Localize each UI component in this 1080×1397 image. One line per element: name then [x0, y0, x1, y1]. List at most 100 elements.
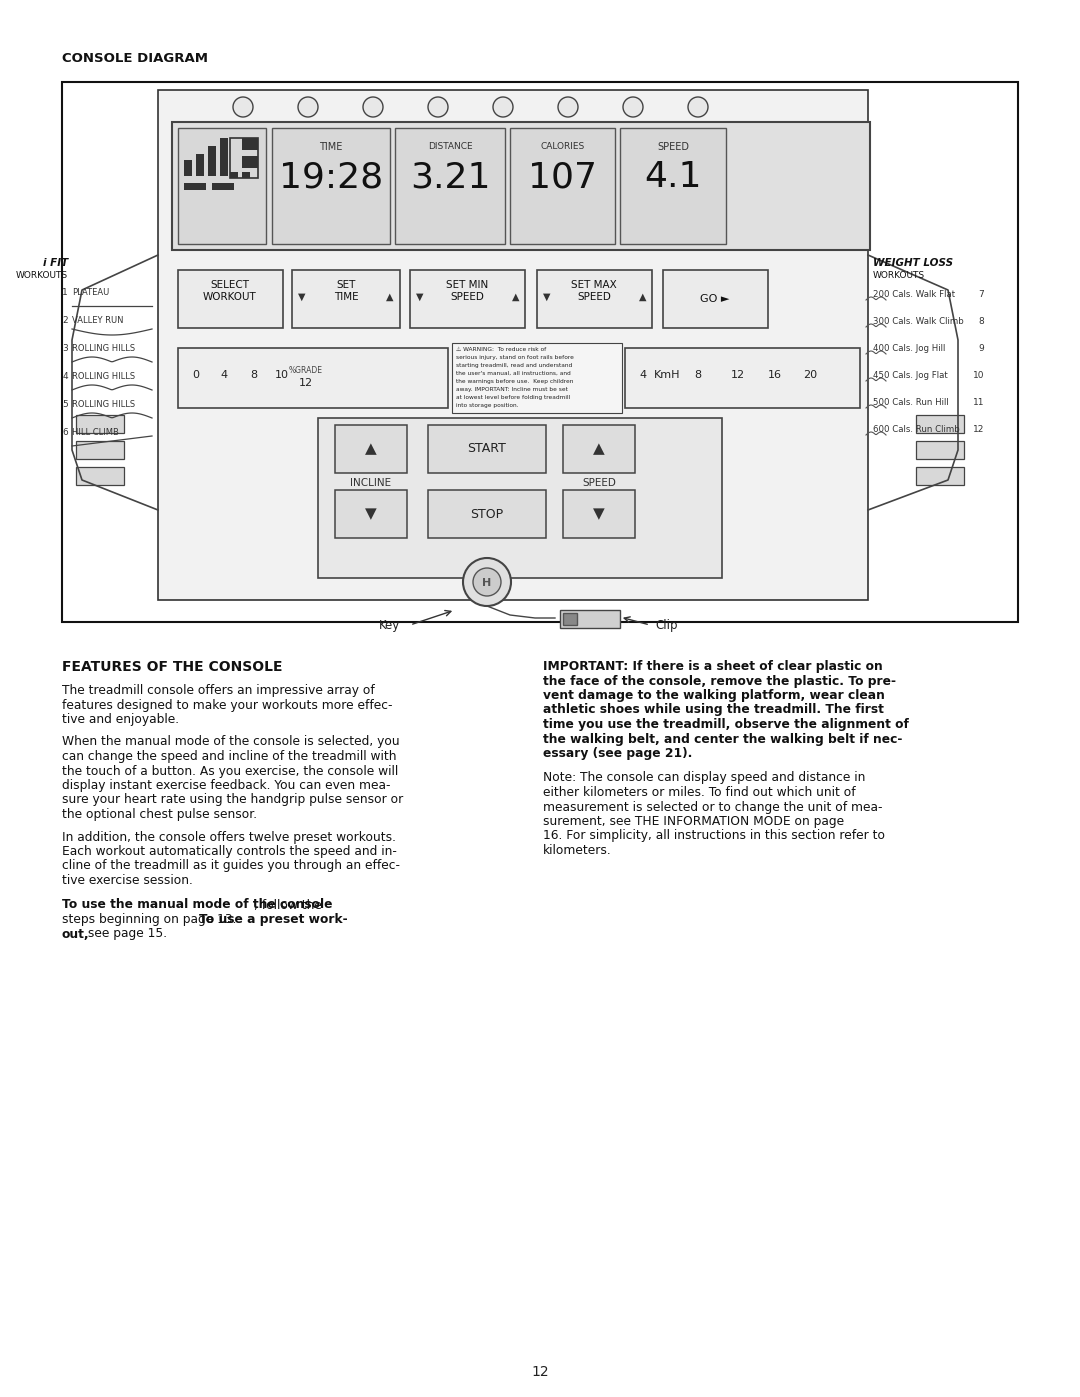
Bar — [537, 270, 652, 328]
Bar — [561, 610, 620, 629]
Text: athletic shoes while using the treadmill. The first: athletic shoes while using the treadmill… — [543, 704, 883, 717]
Text: 7: 7 — [978, 291, 984, 299]
Circle shape — [463, 557, 511, 606]
Text: the user's manual, all instructions, and: the user's manual, all instructions, and — [456, 372, 570, 376]
Bar — [916, 467, 964, 485]
Text: 1: 1 — [63, 288, 68, 298]
Bar — [230, 138, 258, 177]
Circle shape — [492, 96, 513, 117]
Bar — [172, 122, 870, 250]
Text: INCLINE: INCLINE — [350, 478, 392, 488]
Bar — [195, 154, 204, 176]
Text: can change the speed and incline of the treadmill with: can change the speed and incline of the … — [62, 750, 396, 763]
Bar — [916, 415, 964, 433]
Text: ▼: ▼ — [416, 292, 423, 302]
Bar — [178, 348, 448, 408]
Bar — [184, 161, 192, 176]
Text: serious injury, stand on foot rails before: serious injury, stand on foot rails befo… — [456, 355, 573, 360]
Text: display instant exercise feedback. You can even mea-: display instant exercise feedback. You c… — [62, 780, 391, 792]
Text: %GRADE: %GRADE — [289, 366, 323, 374]
Bar — [563, 425, 635, 474]
Bar — [62, 82, 1018, 622]
Text: SET MIN
SPEED: SET MIN SPEED — [446, 279, 488, 302]
Text: 3.21: 3.21 — [409, 161, 490, 194]
Text: 400 Cals. Jog Hill: 400 Cals. Jog Hill — [873, 344, 945, 353]
Circle shape — [473, 569, 501, 597]
Circle shape — [558, 96, 578, 117]
Text: ▼: ▼ — [365, 507, 377, 521]
Circle shape — [363, 96, 383, 117]
Text: 12: 12 — [531, 1365, 549, 1379]
Text: at lowest level before folding treadmill: at lowest level before folding treadmill — [456, 395, 570, 400]
Text: 2: 2 — [63, 316, 68, 326]
Bar — [178, 129, 266, 244]
Text: KmH: KmH — [653, 370, 680, 380]
Text: 3: 3 — [63, 344, 68, 353]
Bar — [76, 467, 124, 485]
Text: 107: 107 — [528, 161, 597, 194]
Bar — [158, 89, 868, 599]
Bar — [242, 156, 258, 168]
Text: PLATEAU: PLATEAU — [72, 288, 109, 298]
Text: 16: 16 — [768, 370, 782, 380]
Text: 9: 9 — [978, 344, 984, 353]
Text: kilometers.: kilometers. — [543, 844, 611, 856]
Circle shape — [688, 96, 708, 117]
Text: H: H — [483, 578, 491, 588]
Circle shape — [428, 96, 448, 117]
Bar — [220, 138, 228, 176]
Text: 600 Cals. Run Climb: 600 Cals. Run Climb — [873, 425, 960, 434]
Text: 20: 20 — [802, 370, 818, 380]
Circle shape — [298, 96, 318, 117]
Text: 8: 8 — [978, 317, 984, 326]
Text: VALLEY RUN: VALLEY RUN — [72, 316, 123, 326]
Text: vent damage to the walking platform, wear clean: vent damage to the walking platform, wea… — [543, 689, 885, 703]
Text: 5: 5 — [63, 400, 68, 409]
Text: 4: 4 — [639, 370, 647, 380]
Text: i FIT: i FIT — [43, 258, 68, 268]
Text: SELECT
WORKOUT: SELECT WORKOUT — [203, 279, 257, 302]
Text: TIME: TIME — [320, 142, 342, 152]
Text: Clip: Clip — [654, 619, 677, 631]
Text: DISTANCE: DISTANCE — [428, 142, 472, 151]
Text: 11: 11 — [972, 398, 984, 407]
Bar — [178, 270, 283, 328]
Text: START: START — [468, 443, 507, 455]
Text: 4.1: 4.1 — [645, 161, 702, 194]
Text: sure your heart rate using the handgrip pulse sensor or: sure your heart rate using the handgrip … — [62, 793, 403, 806]
Text: To use the manual mode of the console: To use the manual mode of the console — [62, 898, 333, 911]
Text: ▲: ▲ — [512, 292, 519, 302]
Bar — [242, 138, 258, 149]
Text: 4: 4 — [63, 372, 68, 381]
Text: 10: 10 — [972, 372, 984, 380]
Text: measurement is selected or to change the unit of mea-: measurement is selected or to change the… — [543, 800, 882, 813]
Bar — [184, 183, 206, 190]
Text: away. IMPORTANT: Incline must be set: away. IMPORTANT: Incline must be set — [456, 387, 568, 393]
Text: the warnings before use.  Keep children: the warnings before use. Keep children — [456, 379, 573, 384]
Bar — [272, 129, 390, 244]
Text: 4: 4 — [220, 370, 228, 380]
Text: the optional chest pulse sensor.: the optional chest pulse sensor. — [62, 807, 257, 821]
Text: Note: The console can display speed and distance in: Note: The console can display speed and … — [543, 771, 865, 785]
Bar — [76, 415, 124, 433]
Text: ▲: ▲ — [639, 292, 647, 302]
Bar — [663, 270, 768, 328]
Bar — [620, 129, 726, 244]
Bar — [410, 270, 525, 328]
Text: WORKOUTS: WORKOUTS — [873, 271, 926, 279]
Text: see page 15.: see page 15. — [84, 928, 167, 940]
Text: When the manual mode of the console is selected, you: When the manual mode of the console is s… — [62, 735, 400, 749]
Text: ROLLING HILLS: ROLLING HILLS — [72, 372, 135, 381]
Text: ▲: ▲ — [387, 292, 394, 302]
Text: 300 Cals. Walk Climb: 300 Cals. Walk Climb — [873, 317, 963, 326]
Text: 19:28: 19:28 — [279, 161, 383, 194]
Text: ▼: ▼ — [593, 507, 605, 521]
Text: time you use the treadmill, observe the alignment of: time you use the treadmill, observe the … — [543, 718, 909, 731]
Bar — [625, 348, 860, 408]
Text: WORKOUTS: WORKOUTS — [16, 271, 68, 279]
Text: WEIGHT LOSS: WEIGHT LOSS — [873, 258, 954, 268]
Text: the touch of a button. As you exercise, the console will: the touch of a button. As you exercise, … — [62, 764, 399, 778]
Text: the face of the console, remove the plastic. To pre-: the face of the console, remove the plas… — [543, 675, 896, 687]
Text: tive and enjoyable.: tive and enjoyable. — [62, 712, 179, 726]
Text: , follow the: , follow the — [255, 898, 322, 911]
